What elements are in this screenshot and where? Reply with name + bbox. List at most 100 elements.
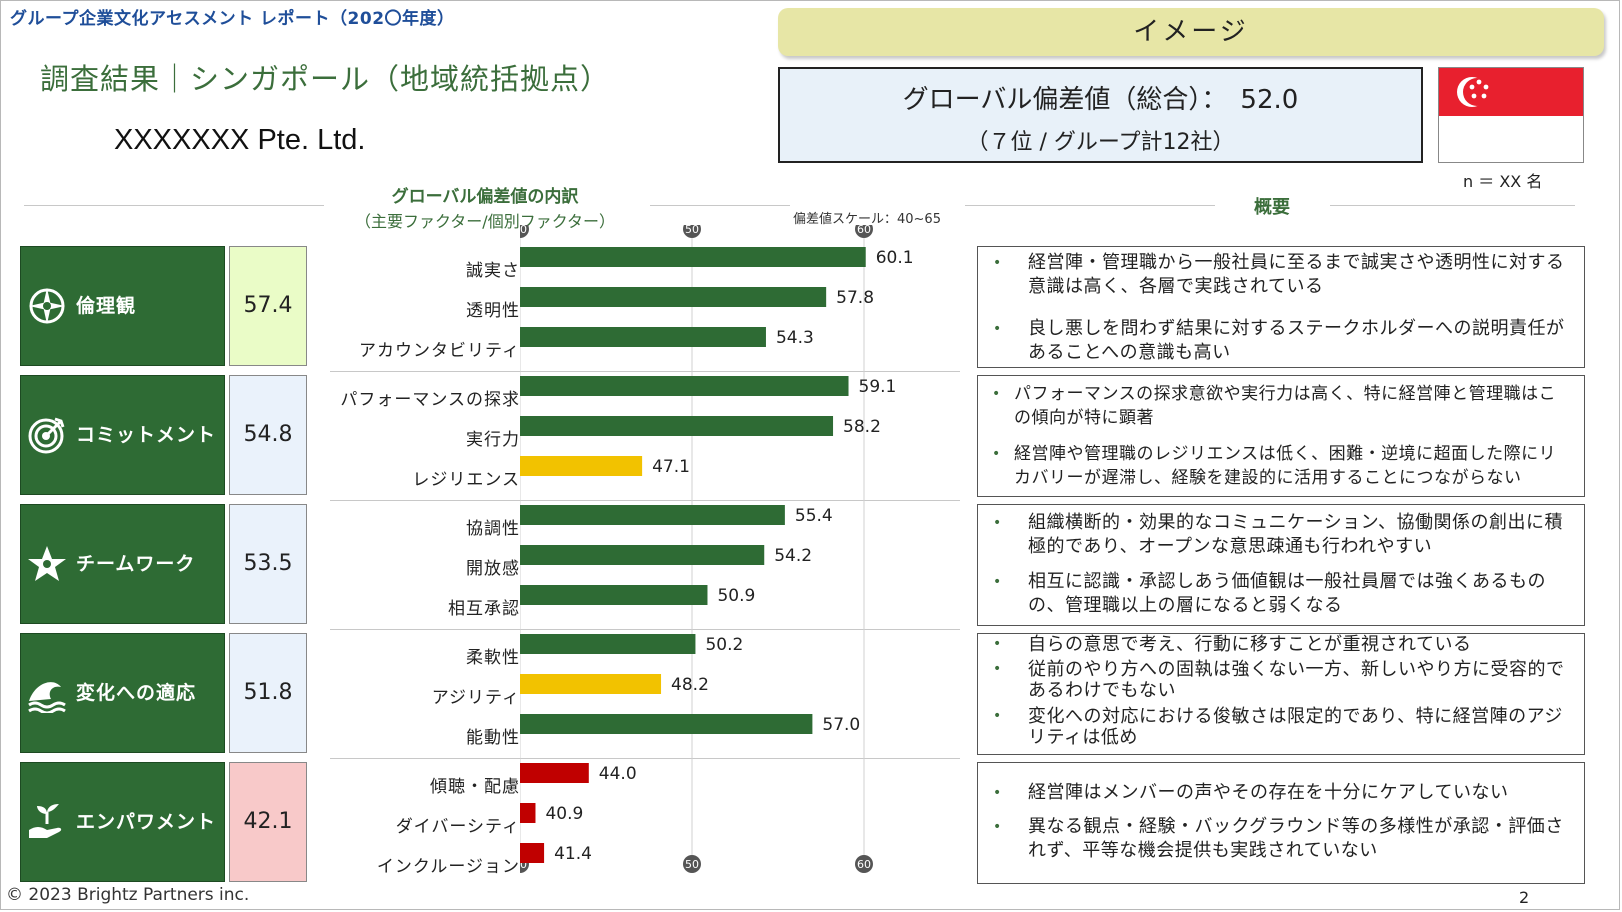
global-rank: （７位 / グループ計12社） <box>966 130 1235 155</box>
dimension-ethics: 倫理観 <box>20 246 225 366</box>
factor-label: アカウンタビリティ <box>359 341 520 361</box>
bar <box>520 287 827 307</box>
dimension-score: 54.8 <box>229 375 307 495</box>
page-title: 調査結果｜シンガポール（地域統括拠点） <box>40 62 611 96</box>
data-label: 50.2 <box>705 635 743 655</box>
tick-label: 40 <box>520 225 529 238</box>
data-label: 40.9 <box>545 804 583 824</box>
dimension-score: 57.4 <box>229 246 307 366</box>
factor-label: ダイバーシティ <box>395 817 520 837</box>
factor-label: 能動性 <box>466 728 520 748</box>
group-divider <box>330 371 960 372</box>
summary-box-adaptation: • 自らの意思で考え、行動に移すことが重視されている • 従前のやり方への固執は強く… <box>977 633 1585 755</box>
singapore-flag-icon <box>1438 67 1584 163</box>
summary-bullet: • 組織横断的・効果的なコミュニケーション、協働関係の創出に積極的であり、オープン… <box>993 512 1564 557</box>
global-score: グローバル偏差値（総合）： 52.0 <box>902 85 1299 115</box>
tick-label: 50 <box>683 855 701 873</box>
summary-bullet: • パフォーマンスの探求意欲や実行力は高く、特に経営陣と管理職はこの傾向が特に顕著 <box>992 384 1557 428</box>
factor-label: 透明性 <box>466 301 520 321</box>
svg-text:40: 40 <box>520 858 527 871</box>
factor-label: 協調性 <box>466 519 520 539</box>
divider <box>650 205 790 206</box>
summary-bullet: • 経営陣や管理職のレジリエンスは低く、困難・逆境に超面した際にリカバリーが遅滞し… <box>992 444 1557 488</box>
summary-title: 概要 <box>1254 197 1290 218</box>
summary-bullet: • 異なる観点・経験・バックグラウンド等の多様性が承認・評価されず、平等な機会提供… <box>993 816 1564 861</box>
factor-label: 実行力 <box>466 430 520 450</box>
divider <box>965 205 1215 206</box>
tick-label: 60 <box>855 855 873 873</box>
bar <box>520 803 536 823</box>
dimension-label: 変化への適応 <box>76 682 197 704</box>
factor-label: 柔軟性 <box>466 648 520 668</box>
summary-bullet: • 自らの意思で考え、行動に移すことが重視されている <box>993 634 1472 655</box>
summary-bullet: • 変化への対応における俊敏さは限定的であり、特に経営陣のアジリティは低め <box>993 706 1563 748</box>
svg-text:40: 40 <box>520 225 527 236</box>
data-label: 55.4 <box>795 506 833 526</box>
dimension-label: 倫理観 <box>76 295 137 317</box>
summary-box-ethics: • 経営陣・管理職から一般社員に至るまで誠実さや透明性に対する意識は高く、各層で実… <box>977 246 1585 368</box>
dimension-score: 42.1 <box>229 762 307 882</box>
data-label: 57.8 <box>836 288 874 308</box>
page-number: 2 <box>1519 888 1530 907</box>
breakdown-subtitle: （主要ファクター/個別ファクター） <box>354 212 616 231</box>
dimension-score: 53.5 <box>229 504 307 624</box>
group-divider <box>330 500 960 501</box>
dimension-commitment: コミットメント <box>20 375 225 495</box>
factor-label: アジリティ <box>431 688 520 708</box>
data-label: 58.2 <box>843 417 881 437</box>
factor-bar-chart: 40 50 60 40 50 60 60.157.8 54.3 59.1 58.2 47.1 55.4… <box>520 225 914 873</box>
summary-bullet: • 経営陣・管理職から一般社員に至るまで誠実さや透明性に対する意識は高く、各層で実… <box>993 252 1565 297</box>
data-label: 48.2 <box>671 675 709 695</box>
bar <box>520 545 765 565</box>
data-label: 59.1 <box>859 377 897 397</box>
divider <box>1330 205 1575 206</box>
tick-label: 60 <box>855 225 873 238</box>
team-star-icon <box>28 546 66 581</box>
bar <box>520 327 766 347</box>
bar <box>520 843 545 863</box>
svg-text:50: 50 <box>685 858 699 871</box>
svg-text:60: 60 <box>857 225 871 236</box>
dimension-label: コミットメント <box>76 424 217 446</box>
dimension-label: チームワーク <box>76 553 196 575</box>
tick-label: 50 <box>683 225 701 238</box>
bar <box>520 714 813 734</box>
compass-icon <box>29 288 65 324</box>
bar <box>520 416 834 436</box>
summary-bullet: • 従前のやり方への固執は強くない一方、新しいやり方に受容的であるわけでもない <box>993 659 1565 701</box>
dimension-teamwork: チームワーク <box>20 504 225 624</box>
svg-text:50: 50 <box>685 225 699 236</box>
scale-note: 偏差値スケール：40~65 <box>793 212 941 227</box>
svg-text:60: 60 <box>857 858 871 871</box>
image-banner: イメージ <box>778 8 1604 56</box>
factor-label: インクルージョン <box>376 857 520 877</box>
dimension-label: エンパワメント <box>76 811 217 833</box>
data-label: 54.2 <box>774 546 812 566</box>
sample-size: n ＝ XX 名 <box>1463 172 1543 191</box>
bar <box>520 634 696 654</box>
summary-bullet: • 相互に認識・承認しあう価値観は一般社員層では強くあるものの、管理職以上の層にな… <box>993 571 1546 616</box>
bar <box>520 674 662 694</box>
factor-label: 開放感 <box>466 559 520 579</box>
dimension-adaptation: 変化への適応 <box>20 633 225 753</box>
hand-sprout-icon <box>29 804 62 838</box>
data-label: 54.3 <box>776 328 814 348</box>
global-score-box: グローバル偏差値（総合）： 52.0 （７位 / グループ計12社） <box>778 67 1423 163</box>
bar <box>520 456 643 476</box>
group-divider <box>330 629 960 630</box>
bar <box>520 763 589 783</box>
target-icon <box>28 417 65 454</box>
factor-label: 相互承認 <box>448 599 520 619</box>
factor-label: レジリエンス <box>412 470 520 490</box>
bar <box>520 505 785 525</box>
data-label: 57.0 <box>822 715 860 735</box>
group-divider <box>330 758 960 759</box>
data-label: 41.4 <box>554 844 592 864</box>
copyright: © 2023 Brightz Partners inc. <box>6 885 250 905</box>
divider <box>24 205 324 206</box>
factor-label: 傾聴・配慮 <box>430 777 520 797</box>
company-name: XXXXXXX Pte. Ltd. <box>114 124 366 156</box>
bar <box>520 247 866 267</box>
dimension-score: 51.8 <box>229 633 307 753</box>
